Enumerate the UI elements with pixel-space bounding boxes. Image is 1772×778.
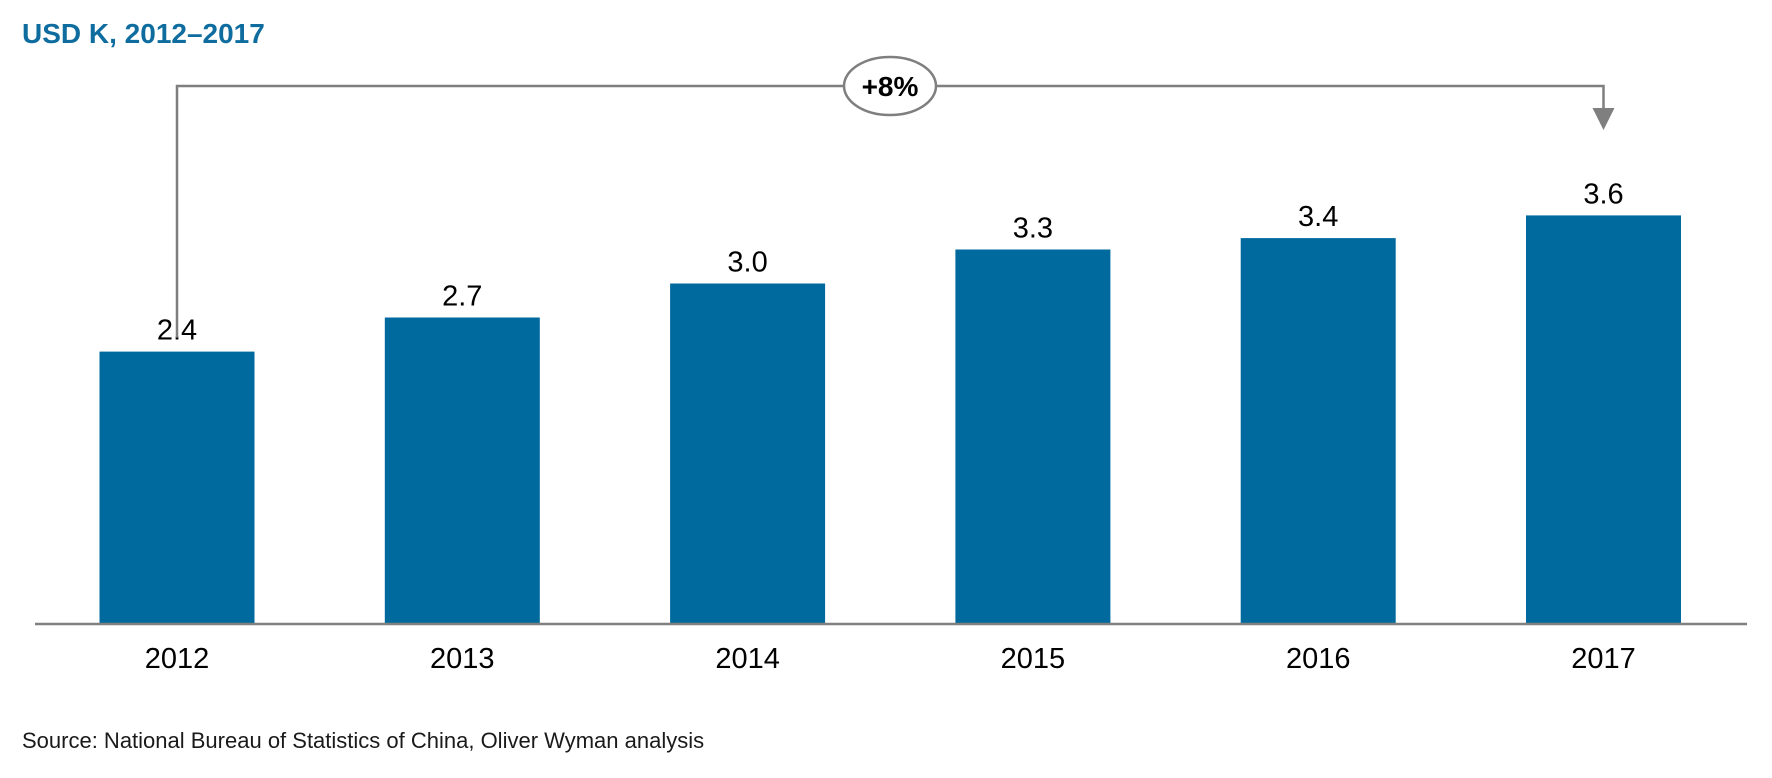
bars-group [99,215,1681,624]
growth-badge-label: +8% [862,71,919,102]
x-tick-labels-group: 2012 2013 2014 2015 2016 2017 [145,643,1636,675]
bar-2014 [670,283,826,624]
source-note: Source: National Bureau of Statistics of… [22,728,705,753]
x-tick-label-2015: 2015 [1001,643,1066,675]
bar-2012 [99,351,255,624]
growth-badge-ellipse [842,55,938,117]
value-label-2015: 3.3 [1013,213,1053,245]
bar-2017 [1526,215,1681,624]
bar-2016 [1240,238,1396,624]
x-tick-label-2017: 2017 [1571,643,1636,675]
chart-title: USD K, 2012–2017 [22,18,265,49]
growth-annotation: +8% [175,55,1615,338]
x-tick-label-2014: 2014 [715,643,780,675]
bar-2015 [955,249,1111,624]
arrow-down-icon [1592,108,1615,130]
value-labels-group: 2.42.73.03.3 3.43.6 [157,178,1624,346]
x-tick-label-2013: 2013 [430,643,495,675]
value-label-2016: 3.4 [1298,201,1338,233]
x-tick-label-2016: 2016 [1286,643,1351,675]
x-tick-label-2012: 2012 [145,643,210,675]
value-label-2013: 2.7 [442,281,482,313]
value-label-2017: 3.6 [1583,178,1623,210]
bar-2013 [384,317,540,624]
value-label-2014: 3.0 [727,247,767,279]
